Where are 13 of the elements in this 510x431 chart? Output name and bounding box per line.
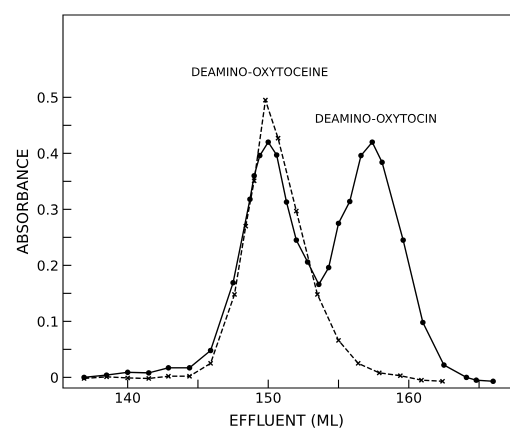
y-tick-label: 0.2 [38, 260, 58, 271]
y-axis-title: ABSORBANCE [16, 150, 28, 254]
y-tick-label: 0.3 [38, 204, 58, 215]
y-tick-label: 0.5 [38, 92, 58, 103]
y-tick-label: 0.4 [38, 148, 58, 159]
y-tick-label: 0 [50, 372, 58, 383]
x-tick-label: 150 [256, 392, 281, 403]
x-tick-label: 160 [397, 392, 422, 403]
y-tick-label: 0.1 [38, 316, 58, 327]
annotation: DEAMINO-OXYTOCEINE [192, 67, 328, 76]
x-tick-label: 140 [116, 392, 140, 403]
x-axis-title: EFFLUENT (ML) [230, 414, 343, 428]
annotation: DEAMINO-OXYTOCIN [316, 114, 436, 123]
